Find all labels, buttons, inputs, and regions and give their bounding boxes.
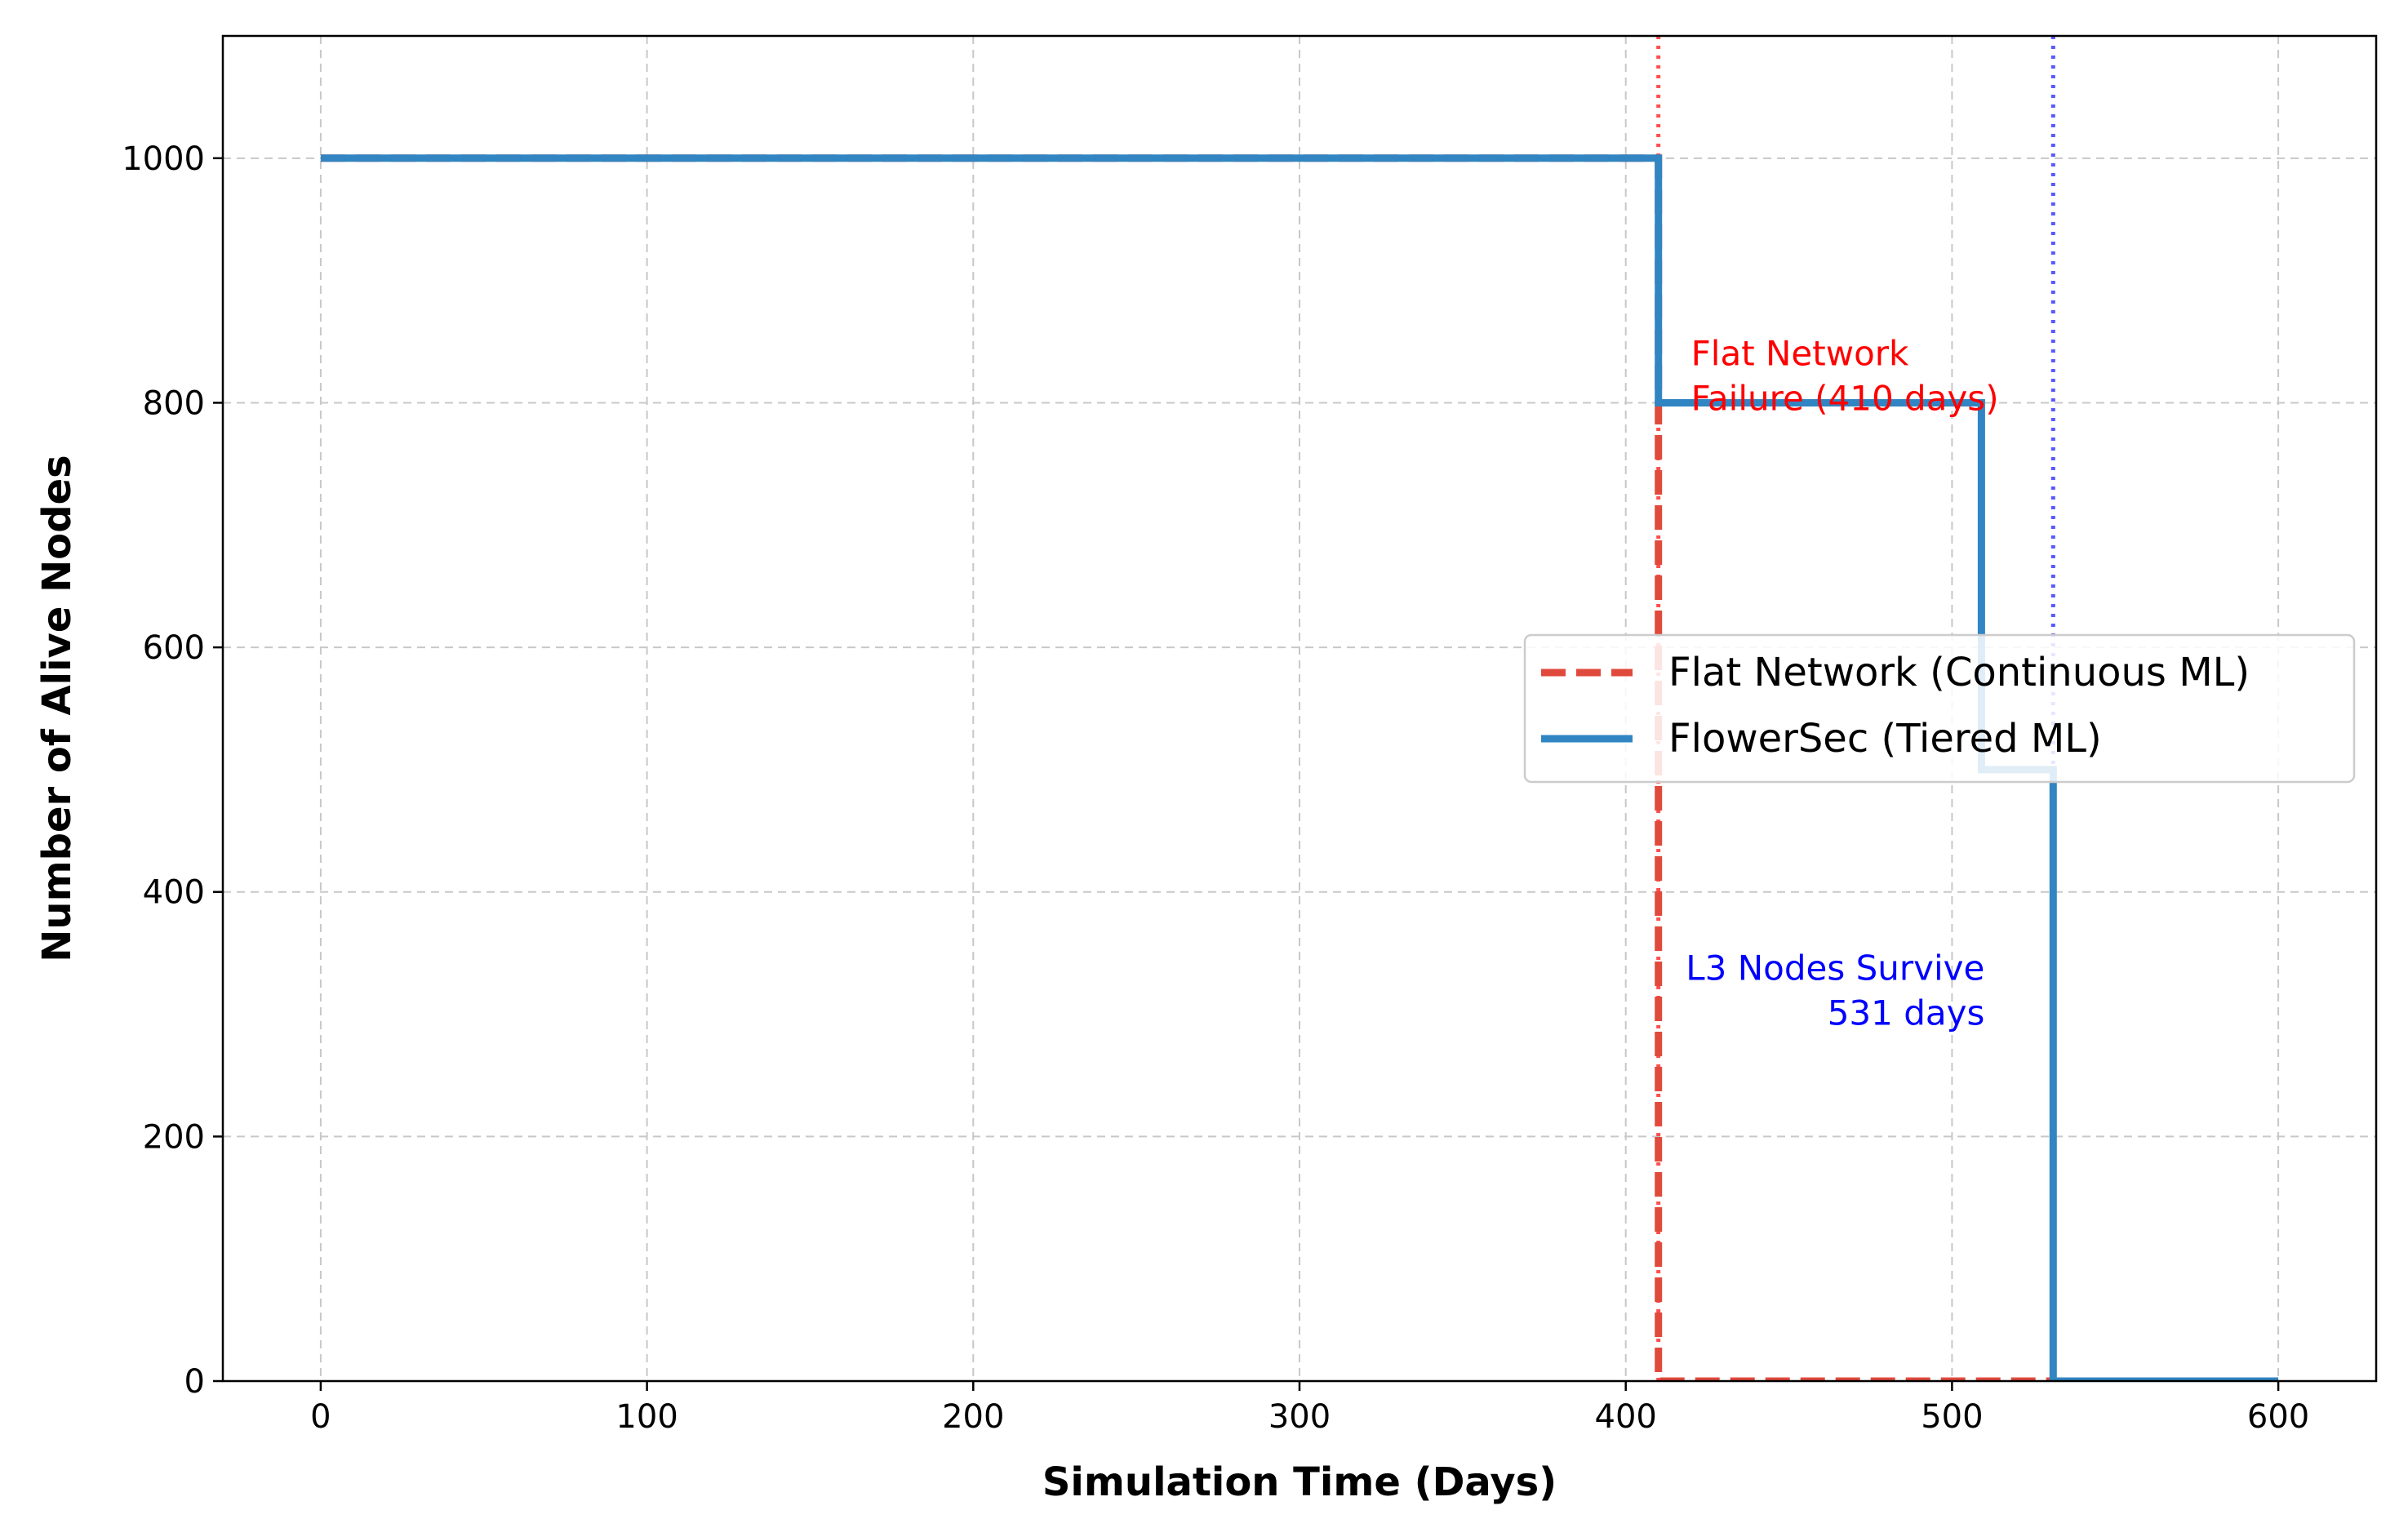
annotations: Flat Network Failure (410 days) L3 Nodes S… bbox=[1686, 333, 1998, 1033]
axis-ticks: 0 100 200 300 400 500 600 0 200 400 600 800 1000 bbox=[122, 140, 2309, 1436]
y-axis-label: Number of Alive Nodes bbox=[34, 455, 80, 962]
legend-box bbox=[1523, 633, 2356, 784]
y-tick-label: 1000 bbox=[122, 140, 205, 178]
x-tick-label: 0 bbox=[310, 1398, 331, 1436]
series-line-flowersec bbox=[320, 154, 2279, 1381]
annotation-flat_failure-line-1: Flat Network bbox=[1691, 333, 1909, 373]
legend-label-flowersec: FlowerSec (Tiered ML) bbox=[1668, 716, 2102, 762]
y-tick-label: 200 bbox=[143, 1118, 205, 1156]
y-tick-label: 0 bbox=[184, 1363, 205, 1401]
x-tick-label: 400 bbox=[1595, 1398, 1657, 1436]
annotation-flat_failure-line-2: Failure (410 days) bbox=[1691, 378, 1999, 418]
x-tick-label: 200 bbox=[942, 1398, 1004, 1436]
x-tick-label: 100 bbox=[615, 1398, 678, 1436]
x-tick-label: 600 bbox=[2247, 1398, 2309, 1436]
x-tick-label: 500 bbox=[1921, 1398, 1983, 1436]
x-axis-label: Simulation Time (Days) bbox=[1042, 1459, 1557, 1505]
legend: Flat Network (Continuous ML) FlowerSec (… bbox=[1523, 633, 2356, 784]
y-tick-label: 400 bbox=[143, 874, 205, 912]
annotation-l3_survive-line-2: 531 days bbox=[1828, 993, 1985, 1033]
x-tick-label: 300 bbox=[1268, 1398, 1331, 1436]
annotation-l3_survive-line-1: L3 Nodes Survive bbox=[1686, 948, 1984, 988]
y-tick-label: 800 bbox=[143, 384, 205, 422]
y-tick-label: 600 bbox=[143, 629, 205, 667]
legend-label-flat: Flat Network (Continuous ML) bbox=[1668, 650, 2250, 695]
